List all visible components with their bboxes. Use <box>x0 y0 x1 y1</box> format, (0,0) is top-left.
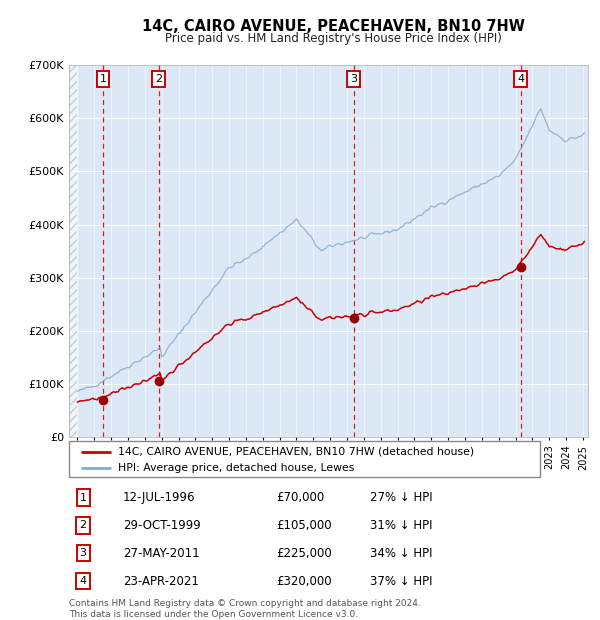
Text: £320,000: £320,000 <box>276 575 332 588</box>
Text: 4: 4 <box>80 576 86 587</box>
Text: Contains HM Land Registry data © Crown copyright and database right 2024.
This d: Contains HM Land Registry data © Crown c… <box>69 600 421 619</box>
Text: 31% ↓ HPI: 31% ↓ HPI <box>370 519 433 532</box>
Text: 4: 4 <box>517 74 524 84</box>
Text: 1: 1 <box>80 492 86 503</box>
Text: 3: 3 <box>80 548 86 559</box>
Text: 12-JUL-1996: 12-JUL-1996 <box>123 491 196 504</box>
Text: 2: 2 <box>155 74 163 84</box>
FancyBboxPatch shape <box>69 441 540 477</box>
Text: 34% ↓ HPI: 34% ↓ HPI <box>370 547 433 560</box>
Text: 14C, CAIRO AVENUE, PEACEHAVEN, BN10 7HW: 14C, CAIRO AVENUE, PEACEHAVEN, BN10 7HW <box>142 19 524 33</box>
Text: 29-OCT-1999: 29-OCT-1999 <box>123 519 201 532</box>
Text: 1: 1 <box>100 74 107 84</box>
Text: £70,000: £70,000 <box>276 491 325 504</box>
Text: Price paid vs. HM Land Registry's House Price Index (HPI): Price paid vs. HM Land Registry's House … <box>164 32 502 45</box>
Text: 3: 3 <box>350 74 357 84</box>
Text: 14C, CAIRO AVENUE, PEACEHAVEN, BN10 7HW (detached house): 14C, CAIRO AVENUE, PEACEHAVEN, BN10 7HW … <box>118 446 475 456</box>
Text: £105,000: £105,000 <box>276 519 332 532</box>
Text: 27-MAY-2011: 27-MAY-2011 <box>123 547 200 560</box>
Bar <box>69 65 77 437</box>
Text: £225,000: £225,000 <box>276 547 332 560</box>
Text: 2: 2 <box>80 520 86 531</box>
Text: 23-APR-2021: 23-APR-2021 <box>123 575 199 588</box>
Text: HPI: Average price, detached house, Lewes: HPI: Average price, detached house, Lewe… <box>118 463 355 474</box>
Text: 37% ↓ HPI: 37% ↓ HPI <box>370 575 433 588</box>
Text: 27% ↓ HPI: 27% ↓ HPI <box>370 491 433 504</box>
